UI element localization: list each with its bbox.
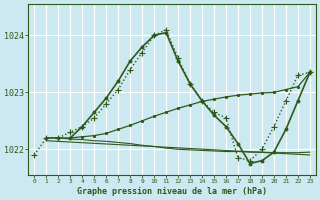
X-axis label: Graphe pression niveau de la mer (hPa): Graphe pression niveau de la mer (hPa) bbox=[77, 187, 267, 196]
